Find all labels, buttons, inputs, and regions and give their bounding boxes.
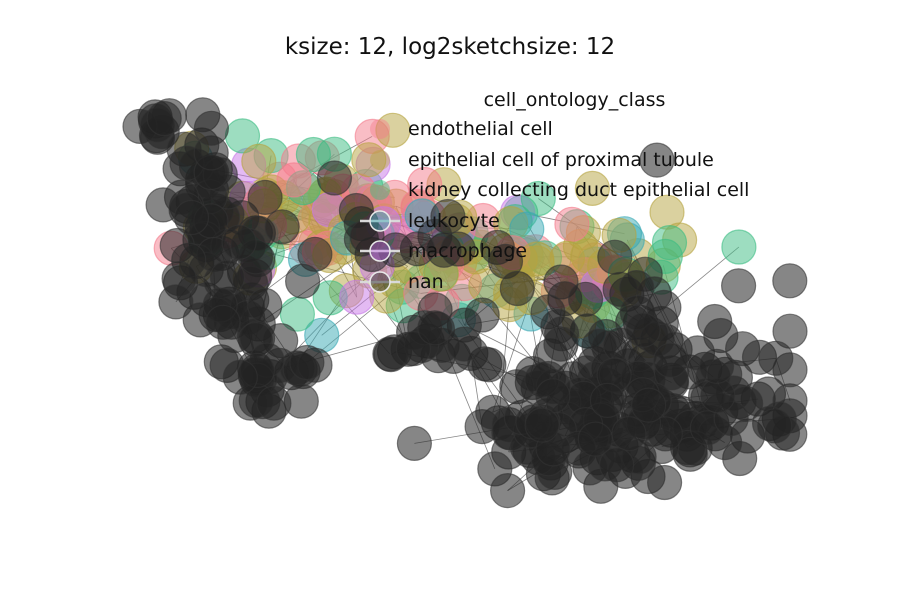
graph-node xyxy=(524,407,560,443)
graph-node xyxy=(264,209,300,245)
graph-node xyxy=(221,224,257,260)
graph-node xyxy=(698,348,735,384)
graph-node xyxy=(285,263,321,299)
chart-title: ksize: 12, log2sketchsize: 12 xyxy=(284,34,616,60)
graph-node xyxy=(490,473,526,509)
graph-node xyxy=(446,326,482,362)
legend-item: leukocyte xyxy=(352,206,802,237)
legend-item: endothelial cell xyxy=(352,114,802,145)
graph-node xyxy=(499,270,535,307)
graph-node xyxy=(351,142,387,178)
graph-node xyxy=(471,347,507,383)
graph-node xyxy=(720,268,757,304)
graph-node xyxy=(757,408,793,444)
graph-node xyxy=(375,112,411,148)
graph-node xyxy=(205,304,241,340)
graph-node xyxy=(440,231,476,267)
graph-node xyxy=(543,326,579,362)
legend-item: epithelial cell of proximal tubule xyxy=(352,145,802,176)
graph-node xyxy=(276,162,312,198)
graph-node xyxy=(289,344,325,381)
graph-node xyxy=(772,263,808,299)
graph-node xyxy=(173,199,210,236)
graph-node xyxy=(630,387,667,423)
legend-label: epithelial cell of proximal tubule xyxy=(408,148,714,171)
graph-node xyxy=(241,143,277,179)
graph-node xyxy=(577,421,613,457)
legend-marker xyxy=(370,149,390,170)
legend-label: leukocyte xyxy=(408,209,500,232)
graph-node xyxy=(589,382,626,418)
graph-node xyxy=(625,312,661,348)
graph-node xyxy=(758,340,794,376)
graph-node xyxy=(193,110,229,146)
legend-marker xyxy=(370,180,390,201)
legend-item: nan xyxy=(352,267,802,298)
graph-node xyxy=(396,425,432,461)
graph-node xyxy=(247,179,283,215)
graph-node xyxy=(646,289,682,325)
graph-node xyxy=(574,170,611,206)
legend: cell_ontology_class endothelial cell epit… xyxy=(352,86,802,297)
legend-label: kidney collecting duct epithelial cell xyxy=(408,179,750,202)
legend-title: cell_ontology_class xyxy=(483,89,666,111)
graph-node xyxy=(146,100,182,137)
graph-node xyxy=(247,287,283,323)
graph-node xyxy=(721,229,757,265)
graph-node xyxy=(339,279,375,315)
graph-node xyxy=(316,160,353,196)
graph-node xyxy=(395,331,431,367)
graph-node xyxy=(639,142,675,178)
graph-node xyxy=(399,231,435,267)
graph-node xyxy=(222,359,258,395)
graph-node xyxy=(520,180,556,217)
legend-marker xyxy=(360,210,400,232)
graph-node xyxy=(256,385,292,421)
legend-item: macrophage xyxy=(352,236,802,267)
legend-label: macrophage xyxy=(408,240,528,263)
legend-label: nan xyxy=(408,270,444,293)
graph-node xyxy=(598,447,635,483)
graph-nodes xyxy=(122,97,808,509)
legend-marker xyxy=(360,271,400,293)
legend-item: kidney collecting duct epithelial cell xyxy=(352,175,802,206)
graph-node xyxy=(417,310,453,346)
graph-node xyxy=(646,464,683,501)
graph-node xyxy=(611,416,647,452)
graph-node xyxy=(653,342,689,378)
graph-node xyxy=(651,225,688,261)
legend-marker xyxy=(360,240,400,262)
legend-label: endothelial cell xyxy=(408,118,553,141)
legend-marker xyxy=(370,119,390,140)
graph-node xyxy=(158,284,194,320)
